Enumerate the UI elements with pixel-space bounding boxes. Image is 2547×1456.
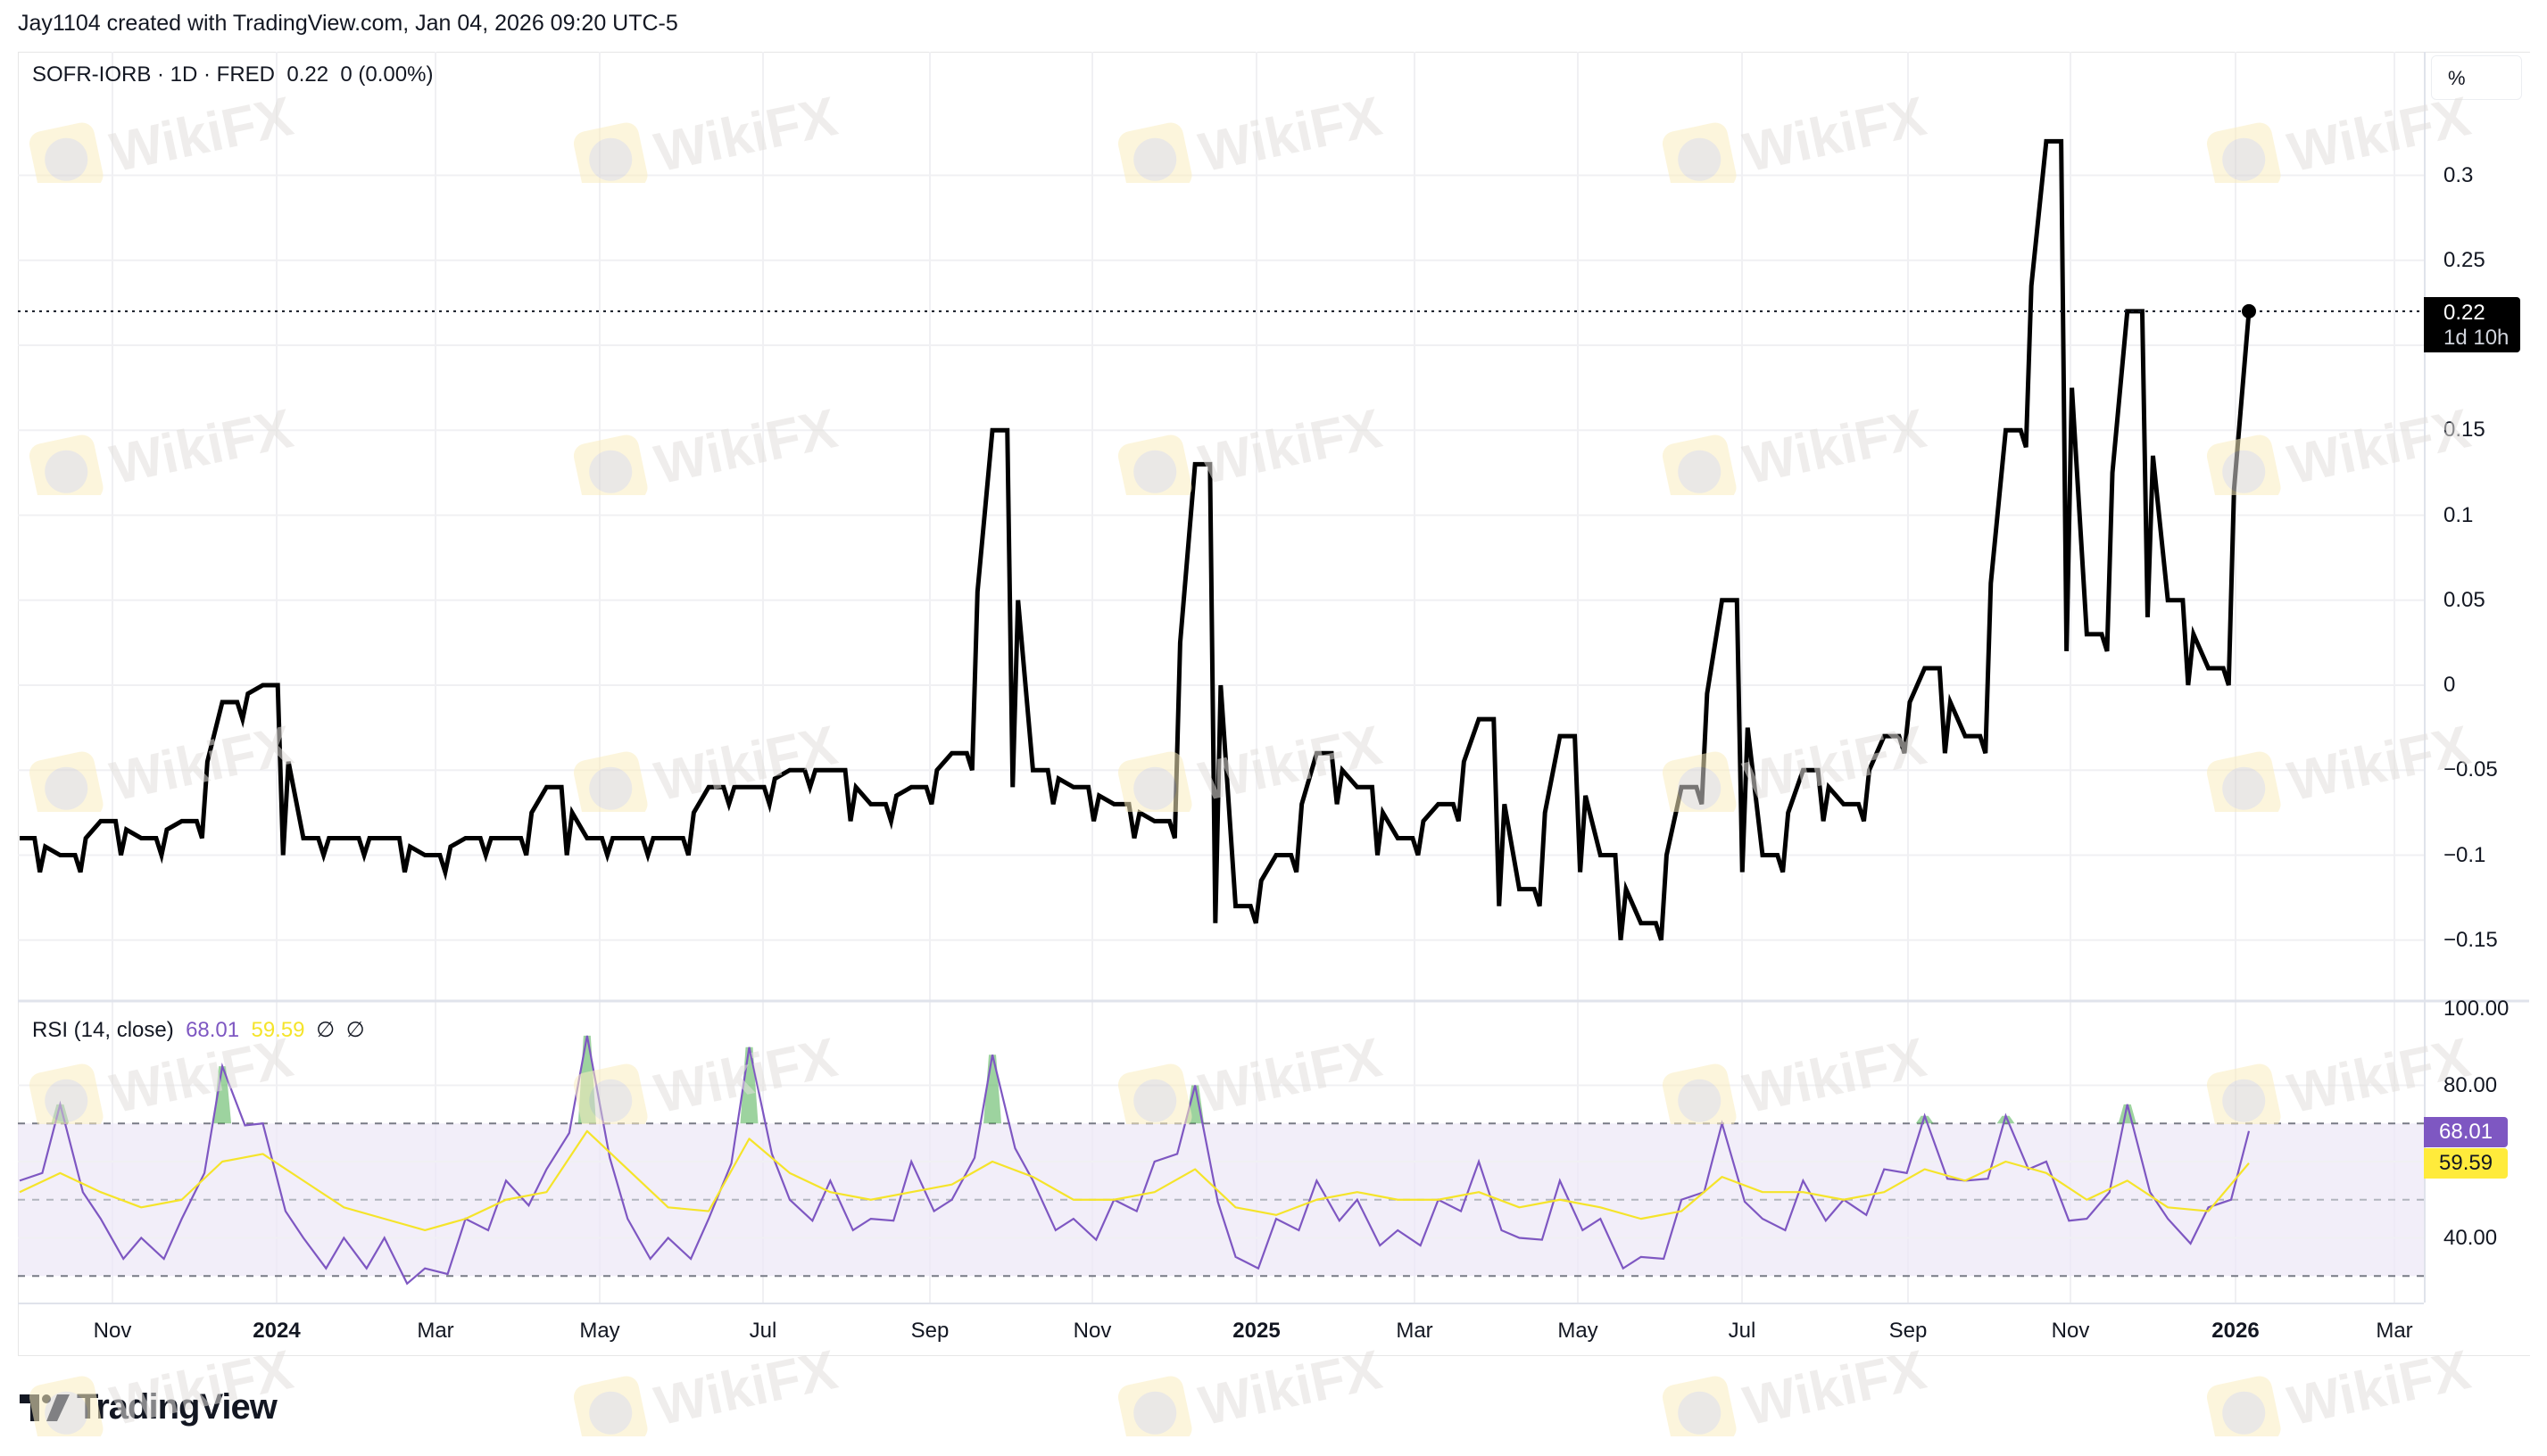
rsi-tick-label: 40.00 — [2443, 1225, 2498, 1250]
rsi-legend-label: RSI (14, close) — [32, 1018, 174, 1042]
attribution-header: Jay1104 created with TradingView.com, Ja… — [18, 11, 678, 36]
price-tick-label: 0 — [2443, 673, 2456, 697]
time-tick-label: Nov — [2051, 1319, 2090, 1343]
price-tick-label: −0.15 — [2443, 927, 2498, 952]
tradingview-logo-icon — [20, 1394, 70, 1421]
time-tick-label: 2024 — [253, 1319, 301, 1343]
time-tick-label: Mar — [2376, 1319, 2413, 1343]
time-tick-label: Jul — [1728, 1319, 1756, 1343]
time-tick-label: May — [1557, 1319, 1598, 1343]
last-price-value: 0.22 — [2443, 301, 2485, 325]
price-tick-label: −0.1 — [2443, 842, 2486, 867]
rsi-value-badge: 68.01 — [2424, 1117, 2508, 1147]
price-tick-label: 0.25 — [2443, 247, 2485, 272]
na-value-icon: ∅ — [316, 1018, 336, 1042]
time-tick-label: 2026 — [2211, 1319, 2260, 1343]
tradingview-logo[interactable]: TradingView — [20, 1387, 278, 1427]
rsi-legend-value: 68.01 — [186, 1018, 240, 1042]
main-legend[interactable]: SOFR-IORB · 1D · FRED 0.22 0 (0.00%) — [32, 62, 434, 87]
time-tick-label: Sep — [910, 1319, 950, 1343]
bar-countdown: 1d 10h — [2443, 326, 2510, 350]
price-tick-label: 0.3 — [2443, 162, 2474, 187]
chart-frame — [18, 52, 2530, 1356]
time-tick-label: Nov — [93, 1319, 132, 1343]
rsi-ma-value-badge: 59.59 — [2424, 1148, 2508, 1179]
time-axis[interactable] — [18, 1303, 2424, 1356]
rsi-ma-legend-value: 59.59 — [251, 1018, 305, 1042]
price-tick-label: 0.15 — [2443, 418, 2485, 443]
rsi-tick-label: 100.00 — [2443, 997, 2510, 1021]
price-unit-button[interactable]: % — [2431, 55, 2522, 100]
time-tick-label: Sep — [1888, 1319, 1928, 1343]
na-value-icon: ∅ — [345, 1018, 365, 1042]
time-tick-label: Nov — [1073, 1319, 1112, 1343]
tradingview-logo-text: TradingView — [77, 1387, 278, 1427]
price-tick-label: 0.1 — [2443, 502, 2474, 527]
price-axis[interactable] — [2424, 52, 2531, 1303]
price-tick-label: 0.05 — [2443, 587, 2485, 612]
time-tick-label: Jul — [749, 1319, 777, 1343]
time-tick-label: 2025 — [1232, 1319, 1281, 1343]
rsi-tick-label: 80.00 — [2443, 1072, 2498, 1097]
price-tick-label: −0.05 — [2443, 757, 2498, 782]
last-price-badge: 0.22 1d 10h — [2424, 297, 2520, 352]
time-tick-label: Mar — [1396, 1319, 1433, 1343]
time-tick-label: May — [579, 1319, 620, 1343]
time-tick-label: Mar — [417, 1319, 454, 1343]
rsi-legend[interactable]: RSI (14, close) 68.01 59.59 ∅ ∅ — [32, 1017, 365, 1043]
